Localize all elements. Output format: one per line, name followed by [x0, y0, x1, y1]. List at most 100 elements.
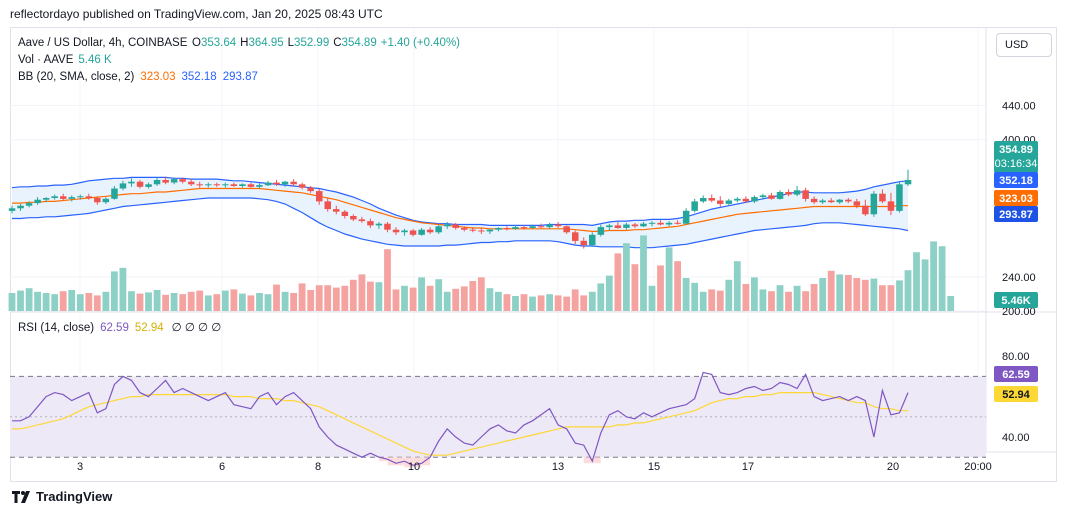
chart-frame — [10, 27, 1057, 482]
volume-bar — [648, 285, 656, 311]
candle-body — [887, 201, 895, 211]
svg-text:293.87: 293.87 — [999, 209, 1033, 221]
time-tick-label: 17 — [742, 461, 754, 473]
candle-body — [896, 184, 903, 211]
volume-bar — [179, 294, 187, 311]
volume-bar — [776, 285, 784, 311]
volume-bar — [503, 294, 511, 311]
volume-bar — [802, 291, 809, 311]
rsi-oversold-fill — [421, 457, 431, 466]
volume-bar — [367, 281, 374, 311]
volume-bar — [136, 293, 144, 311]
volume-badge: 5.46K — [994, 292, 1038, 308]
volume-bar — [546, 294, 553, 311]
candle-body — [350, 216, 357, 220]
volume-bar — [247, 295, 255, 311]
candle-body — [179, 179, 186, 182]
volume-bar — [554, 295, 562, 311]
volume-bar — [947, 296, 955, 311]
volume-bar — [221, 290, 229, 311]
volume-bar — [170, 293, 178, 311]
rsi-ma-line — [12, 392, 908, 456]
volume-bar — [332, 287, 340, 311]
candle-body — [708, 198, 715, 201]
volume-bar — [495, 291, 502, 311]
time-tick-label: 13 — [552, 461, 564, 473]
volume-bar — [76, 294, 84, 311]
candle-body — [230, 184, 238, 186]
last-price-badge: 354.89 03:16:34 — [994, 141, 1038, 173]
price-tick-label: 440.00 — [1002, 100, 1036, 112]
volume-bar — [435, 279, 443, 311]
candle-body — [478, 230, 485, 232]
candle-body — [452, 224, 459, 228]
candle-body — [264, 182, 272, 186]
candle-body — [520, 227, 528, 229]
volume-bar — [384, 249, 391, 311]
rsi-oversold-fill — [378, 457, 388, 462]
rsi-value-badge: 62.59 — [994, 366, 1038, 382]
footer-brand[interactable]: TradingView — [12, 489, 112, 504]
svg-text:352.18: 352.18 — [999, 175, 1033, 187]
volume-bar — [930, 241, 937, 311]
volume-bar — [256, 293, 263, 311]
rsi-ma-badge: 52.94 — [994, 386, 1038, 402]
volume-bar — [162, 294, 169, 311]
volume-bar — [59, 291, 67, 311]
volume-bar — [324, 285, 332, 311]
volume-bar — [861, 279, 869, 311]
volume-bar — [85, 293, 93, 311]
volume-bar — [486, 288, 494, 311]
volume-bar — [119, 267, 127, 311]
volume-bar — [443, 291, 451, 311]
tradingview-logo-icon — [12, 490, 30, 503]
candle-body — [136, 181, 144, 187]
candle-body — [247, 184, 255, 187]
volume-bar — [921, 259, 929, 311]
bb-fill — [12, 177, 908, 248]
candle-body — [8, 208, 16, 211]
volume-bar — [409, 287, 417, 311]
rsi-tick-label: 80.00 — [1002, 351, 1030, 363]
price-tick-label: 240.00 — [1002, 272, 1036, 284]
price-tick-label: 200.00 — [1002, 306, 1036, 318]
candle-body — [802, 190, 809, 199]
candle-body — [461, 228, 468, 230]
volume-bar — [588, 291, 596, 311]
candle-body — [734, 198, 741, 201]
volume-bar — [836, 274, 844, 311]
volume-bar — [426, 285, 434, 311]
candle-body — [657, 222, 664, 225]
volume-bar — [640, 235, 647, 311]
legend-bb: BB (20, SMA, close, 2) 323.03 352.18 293.87 — [18, 71, 258, 83]
volume-bars — [8, 235, 955, 311]
time-tick-label: 8 — [315, 461, 321, 473]
candle-body — [358, 219, 366, 222]
currency-selector[interactable]: USD — [996, 33, 1052, 57]
candle-body — [170, 179, 178, 183]
volume-bar — [631, 264, 639, 311]
candle-body — [401, 230, 408, 233]
price-badges: 354.89 03:16:34 352.18 323.03 293.87 5.46K 62.… — [994, 141, 1038, 402]
candle-body — [810, 198, 818, 203]
volume-bar — [93, 295, 101, 311]
candle-body — [384, 223, 391, 230]
publish-caption: reflectordayo published on TradingView.c… — [10, 7, 383, 21]
rsi-oversold-fill — [583, 457, 593, 464]
candle-body — [793, 190, 801, 195]
volume-bar — [307, 290, 315, 311]
volume-bar — [614, 253, 622, 311]
candle-body — [717, 200, 724, 204]
candle-body — [25, 203, 33, 206]
volume-bar — [375, 282, 383, 311]
bb-lower-line — [12, 197, 909, 249]
legend-ohlc: O353.64 H364.95 L352.99 C354.89 +1.40 (+0.40… — [192, 37, 460, 49]
candle-body — [256, 185, 263, 187]
volume-bar — [870, 278, 878, 311]
candle-body — [828, 200, 835, 203]
time-tick-label: 10 — [408, 461, 420, 473]
candle-body — [153, 180, 161, 185]
volume-bar — [691, 282, 699, 311]
rsi-oversold-fill — [413, 457, 422, 468]
